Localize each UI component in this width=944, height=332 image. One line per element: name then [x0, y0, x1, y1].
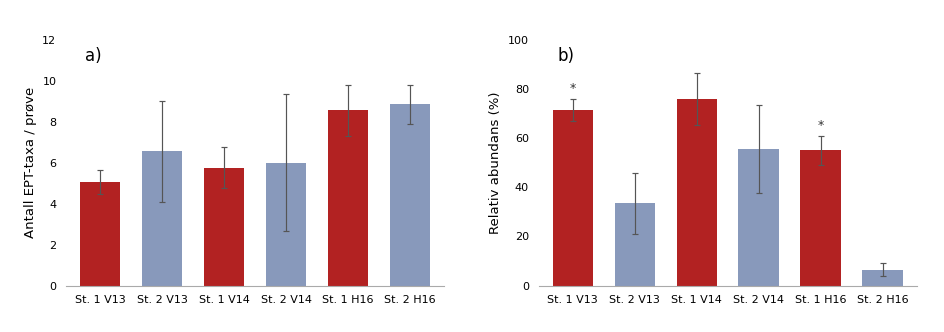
- Bar: [204, 168, 244, 286]
- Bar: [390, 104, 430, 286]
- Y-axis label: Antall EPT-taxa / prøve: Antall EPT-taxa / prøve: [24, 87, 37, 238]
- Bar: [676, 99, 716, 286]
- Bar: [614, 203, 654, 286]
- Bar: [328, 111, 368, 286]
- Bar: [552, 110, 592, 286]
- Bar: [80, 182, 120, 286]
- Text: a): a): [85, 47, 102, 65]
- Text: b): b): [557, 47, 574, 65]
- Text: *: *: [817, 119, 823, 132]
- Text: *: *: [569, 82, 575, 95]
- Bar: [265, 163, 306, 286]
- Y-axis label: Relativ abundans (%): Relativ abundans (%): [489, 91, 502, 234]
- Bar: [142, 151, 182, 286]
- Bar: [800, 150, 840, 286]
- Bar: [737, 149, 778, 286]
- Bar: [862, 270, 902, 286]
